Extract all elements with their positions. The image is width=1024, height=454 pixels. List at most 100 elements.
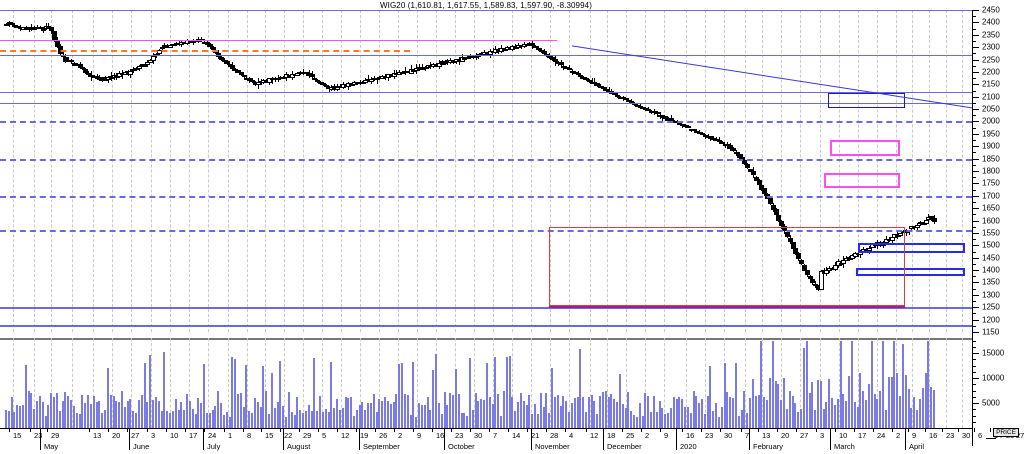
candle-body <box>535 47 541 50</box>
candlestick <box>221 10 227 332</box>
volume-bar <box>135 412 138 428</box>
volume-bar <box>208 412 211 428</box>
date-tick-label: 20 <box>112 431 121 440</box>
volume-tick-minor <box>972 359 976 361</box>
price-tick <box>972 146 979 148</box>
date-axis[interactable]: 15 23 29 13 20 27 3 10 17 24 1 8 15 22 29 5 12 19 26 2 9 16 23… <box>0 428 1024 454</box>
volume-bar <box>601 392 604 428</box>
date-tick <box>451 428 452 432</box>
price-tick-label: 1450 <box>982 253 1000 263</box>
candle-body <box>501 48 507 51</box>
volume-bar <box>715 402 718 428</box>
candle-body <box>733 151 739 155</box>
volume-bar <box>539 392 542 428</box>
gridline <box>929 10 930 332</box>
date-tick <box>147 428 148 432</box>
price-tick <box>972 71 979 73</box>
candlestick <box>654 10 660 332</box>
candle-body <box>487 51 493 55</box>
price-panel[interactable] <box>0 10 972 332</box>
gridline <box>705 10 706 332</box>
month-label: December <box>607 442 642 451</box>
volume-bar <box>842 393 845 428</box>
price-tick-minor <box>972 189 976 191</box>
gridline <box>645 10 646 332</box>
candle-body <box>575 72 581 75</box>
date-tick-label: 13 <box>762 431 771 440</box>
volume-bar <box>316 410 319 428</box>
gridline <box>93 10 94 332</box>
gridline <box>962 338 963 428</box>
date-tick-label: 24 <box>208 431 217 440</box>
volume-bar <box>398 364 401 428</box>
date-tick <box>701 428 702 432</box>
gridline <box>724 10 725 332</box>
candle-body <box>473 56 479 59</box>
volume-bar <box>667 412 670 428</box>
volume-bar <box>491 403 494 428</box>
candle-body <box>728 145 734 150</box>
candlestick <box>623 10 629 332</box>
price-axis[interactable]: 2450 2400 2350 2300 2250 2200 2150 2100 2050 2000… <box>972 0 1024 428</box>
candle-body <box>40 28 46 31</box>
candlestick <box>26 10 32 332</box>
volume-bar <box>222 415 225 428</box>
date-tick <box>108 428 109 432</box>
candle-body <box>849 255 855 259</box>
candle-wick <box>591 78 593 84</box>
candlestick <box>742 10 748 332</box>
candlestick <box>224 10 230 332</box>
volume-bar <box>850 340 853 428</box>
gridline <box>474 10 475 332</box>
volume-bar <box>763 397 766 428</box>
volume-bar <box>604 391 607 428</box>
volume-bar <box>474 392 477 428</box>
candle-body <box>88 75 94 78</box>
candle-body <box>145 61 151 65</box>
candlestick <box>69 10 75 332</box>
volume-bar <box>754 395 757 428</box>
volume-bar <box>265 391 268 428</box>
volume-panel[interactable] <box>0 338 972 428</box>
candle-body <box>442 61 448 64</box>
volume-tick-minor <box>972 346 976 348</box>
volume-bar <box>123 406 126 428</box>
volume-bar <box>525 405 528 428</box>
candle-body <box>105 77 111 80</box>
volume-bar <box>684 406 687 428</box>
price-tick-label: 1950 <box>982 129 1000 139</box>
candlestick <box>159 10 165 332</box>
date-tick-label: 19 <box>360 431 369 440</box>
volume-bar <box>873 393 876 428</box>
volume-bar <box>641 416 644 428</box>
price-tick <box>972 195 979 197</box>
candle-wick <box>387 73 389 82</box>
candle-body <box>238 72 244 76</box>
volume-bar <box>188 400 191 428</box>
volume-bar <box>709 366 712 428</box>
price-tick-minor <box>972 263 976 265</box>
candlestick <box>849 10 855 332</box>
month-separator <box>676 428 677 450</box>
descending-resistance[interactable] <box>571 45 972 109</box>
candlestick <box>23 10 29 332</box>
volume-bar <box>811 382 814 428</box>
volume-bar <box>273 407 276 428</box>
date-tick-label: 28 <box>550 431 559 440</box>
candle-wick <box>68 57 70 62</box>
volume-bar <box>378 399 381 428</box>
candlestick <box>374 10 380 332</box>
price-tick-minor <box>972 313 976 315</box>
date-tick <box>720 428 721 432</box>
candlestick <box>233 10 239 332</box>
candle-body <box>626 99 632 103</box>
volume-tick-minor <box>972 403 976 404</box>
date-tick <box>299 428 300 432</box>
gridline <box>762 10 763 332</box>
candle-body <box>190 40 196 43</box>
volume-bar <box>918 398 921 428</box>
volume-bar <box>237 393 239 428</box>
candlestick <box>238 10 244 332</box>
date-tick-label: 12 <box>590 431 599 440</box>
volume-bar <box>785 408 788 428</box>
